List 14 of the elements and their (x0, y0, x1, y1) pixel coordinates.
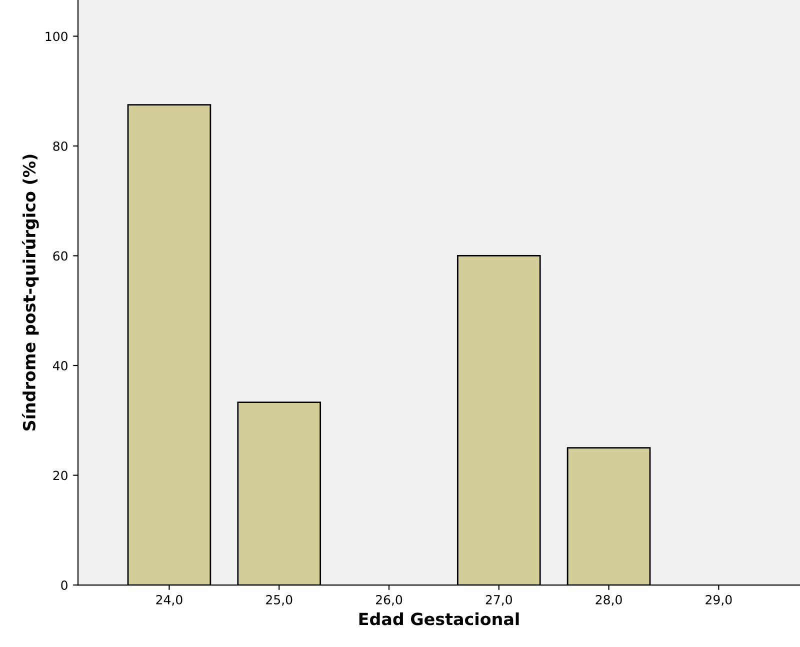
y-tick-label: 80 (53, 141, 68, 151)
y-axis-title: Síndrome post-quirúrgico (%) (22, 154, 39, 430)
x-tick-label: 24,0 (156, 594, 182, 606)
y-tick-label: 0 (61, 580, 68, 590)
y-tick-label: 20 (53, 470, 68, 480)
y-tick-label: 100 (46, 32, 68, 42)
x-axis-title: Edad Gestacional (359, 612, 519, 626)
x-tick-label: 27,0 (486, 594, 512, 606)
y-tick-label: 60 (53, 251, 68, 261)
x-tick-label: 29,0 (706, 594, 732, 606)
x-tick-label: 25,0 (266, 594, 292, 606)
y-tick-label: 40 (52, 360, 68, 370)
x-tick-label: 26,0 (376, 594, 402, 606)
x-tick-label: 28,0 (596, 594, 622, 606)
